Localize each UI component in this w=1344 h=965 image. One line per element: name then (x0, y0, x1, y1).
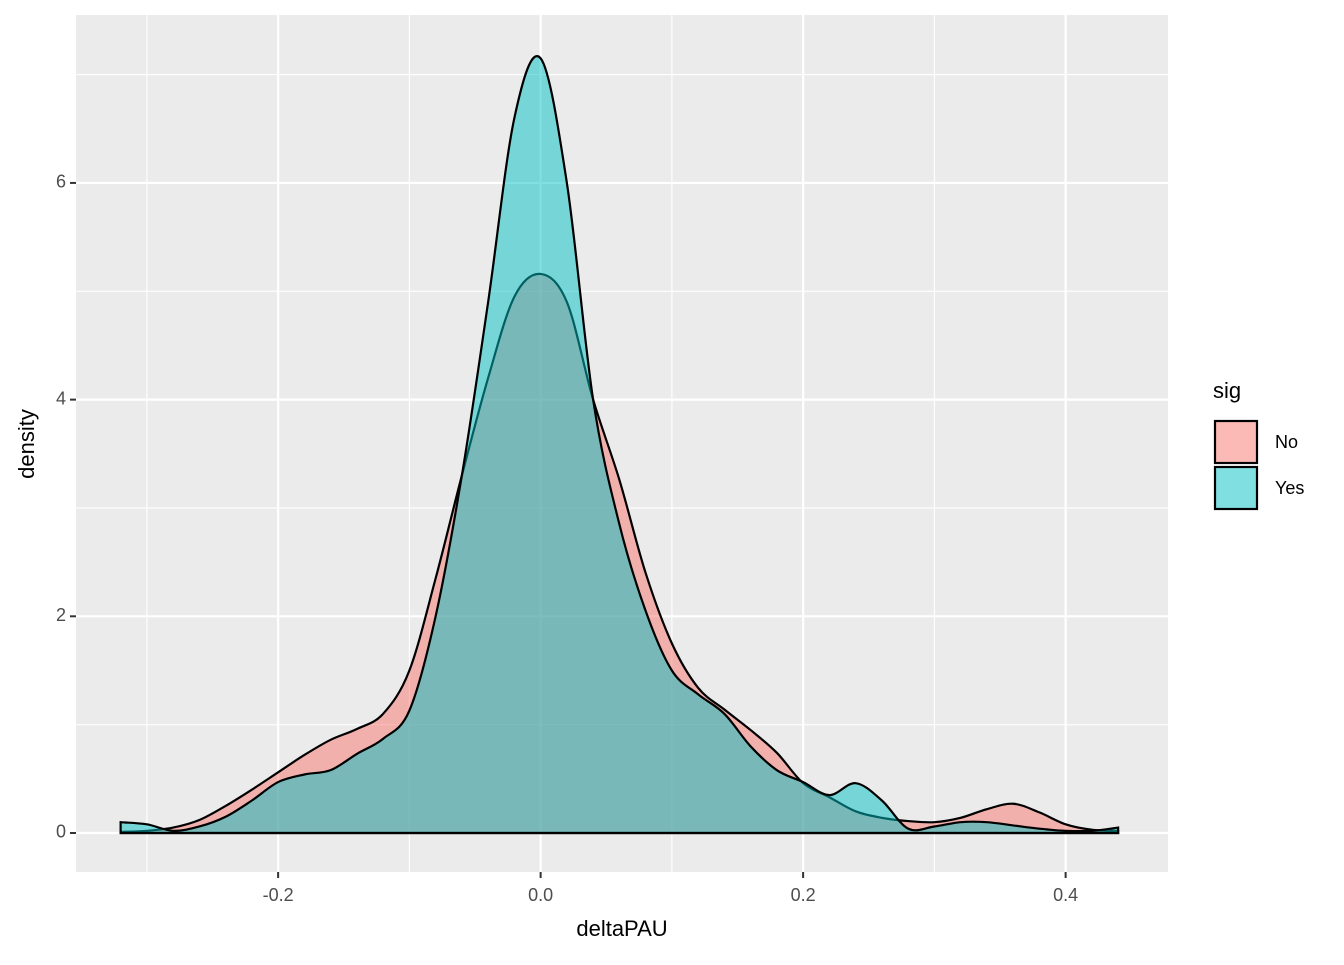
legend-label: Yes (1275, 478, 1304, 498)
x-tick-label: 0.2 (791, 885, 816, 905)
legend-key (1213, 465, 1259, 511)
y-tick-label: 0 (56, 822, 66, 842)
x-axis-title: deltaPAU (576, 916, 667, 941)
legend-title: sig (1213, 378, 1241, 403)
legend-key (1213, 419, 1259, 465)
y-tick-label: 4 (56, 388, 66, 408)
x-tick-label: -0.2 (263, 885, 294, 905)
x-tick-label: 0.0 (528, 885, 553, 905)
density-area (119, 55, 1120, 835)
y-axis-title: density (14, 409, 39, 479)
y-tick-label: 2 (56, 605, 66, 625)
legend-label: No (1275, 432, 1298, 452)
x-tick-label: 0.4 (1053, 885, 1078, 905)
y-tick-label: 6 (56, 172, 66, 192)
